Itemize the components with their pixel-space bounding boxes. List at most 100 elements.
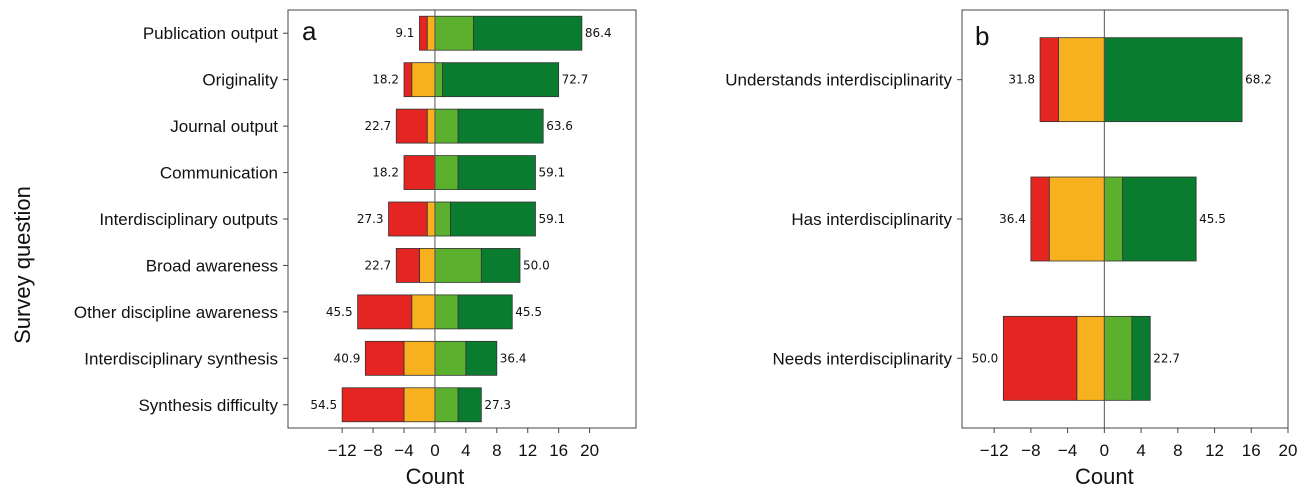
data-label-left: 22.7	[365, 119, 392, 133]
data-label-right: 50.0	[523, 258, 550, 272]
x-tick-label: 8	[492, 441, 501, 460]
category-label: Needs interdisciplinarity	[772, 349, 952, 368]
panel-b: b 31.8 68.2 Understands interdisciplinarity…	[725, 9, 1298, 488]
bar-segment-positive	[434, 248, 482, 283]
bar-segment-positive	[1103, 176, 1124, 262]
bar-segment-strongly-negative	[1030, 176, 1050, 262]
bar-segment-strongly-positive	[457, 155, 536, 190]
bar-segment-strongly-negative	[419, 15, 428, 51]
category-label: Interdisciplinary synthesis	[84, 349, 278, 368]
data-label-left: 54.5	[310, 398, 337, 412]
bar-segment-negative	[426, 108, 436, 144]
data-label-left: 40.9	[334, 351, 361, 365]
category-label: Originality	[202, 71, 278, 90]
x-tick-label: −4	[394, 441, 413, 460]
category-label: Understands interdisciplinarity	[725, 71, 952, 90]
shared-ylabel: Survey question	[10, 186, 35, 344]
bar-segment-negative	[403, 387, 436, 423]
bar-segment-negative	[426, 201, 436, 237]
bar-segment-strongly-negative	[403, 62, 413, 98]
x-tick-label: 4	[1136, 441, 1145, 460]
bar-segment-positive	[434, 155, 459, 190]
x-tick-label: 4	[461, 441, 470, 460]
bar-segment-negative	[1048, 176, 1105, 262]
bar-segment-strongly-negative	[1039, 37, 1059, 123]
bar-segment-negative	[403, 340, 436, 376]
bar-segment-strongly-negative	[395, 108, 428, 144]
category-label: Broad awareness	[146, 256, 278, 275]
bar-segment-strongly-positive	[1103, 37, 1243, 123]
panel-letter: a	[302, 16, 317, 46]
bar-segment-strongly-negative	[357, 294, 413, 330]
bar-segment-negative	[426, 15, 436, 51]
data-label-right: 22.7	[1153, 351, 1180, 365]
data-label-right: 68.2	[1245, 73, 1272, 87]
data-label-right: 59.1	[538, 212, 565, 226]
x-tick-label: 16	[549, 441, 568, 460]
bar-segment-positive	[434, 62, 444, 98]
data-label-left: 22.7	[365, 258, 392, 272]
bar-segment-negative	[1058, 37, 1105, 123]
bar-segment-strongly-positive	[1122, 176, 1197, 262]
category-label: Other discipline awareness	[74, 303, 278, 322]
bar-segment-strongly-positive	[457, 387, 482, 423]
data-label-right: 59.1	[538, 166, 565, 180]
bar-segment-strongly-negative	[403, 155, 436, 190]
bar-segment-strongly-positive	[465, 340, 498, 376]
data-label-left: 9.1	[395, 26, 414, 40]
data-label-left: 45.5	[326, 305, 353, 319]
bar-segment-strongly-negative	[364, 340, 405, 376]
x-tick-label: −8	[363, 441, 382, 460]
category-label: Interdisciplinary outputs	[99, 210, 278, 229]
data-label-left: 27.3	[357, 212, 384, 226]
bar-segment-positive	[434, 201, 451, 237]
data-label-left: 50.0	[972, 351, 999, 365]
bar-segment-strongly-positive	[449, 201, 536, 237]
bar-segment-strongly-negative	[1002, 315, 1078, 401]
data-label-left: 18.2	[372, 166, 399, 180]
panel-letter: b	[975, 21, 989, 51]
x-tick-label: −12	[328, 441, 357, 460]
bar-segment-strongly-negative	[341, 387, 405, 423]
bar-segment-strongly-positive	[457, 108, 544, 144]
bar-segment-positive	[434, 15, 474, 51]
x-tick-label: 12	[518, 441, 537, 460]
data-label-right: 45.5	[1199, 212, 1226, 226]
category-label: Synthesis difficulty	[138, 396, 278, 415]
category-label: Publication output	[143, 24, 278, 43]
x-tick-label: −12	[980, 441, 1009, 460]
data-label-left: 31.8	[1008, 73, 1035, 87]
bar-segment-strongly-positive	[457, 294, 513, 330]
x-tick-label: 20	[1279, 441, 1298, 460]
category-label: Has interdisciplinarity	[791, 210, 952, 229]
bar-segment-positive	[434, 108, 459, 144]
bar-segment-strongly-positive	[442, 62, 560, 98]
category-label: Journal output	[170, 117, 278, 136]
bar-segment-strongly-negative	[388, 201, 428, 237]
bar-segment-strongly-negative	[395, 248, 420, 283]
data-label-right: 86.4	[585, 26, 612, 40]
x-tick-label: 12	[1205, 441, 1224, 460]
data-label-left: 18.2	[372, 73, 399, 87]
x-tick-label: −4	[1058, 441, 1077, 460]
x-axis-label: Count	[1075, 464, 1134, 488]
bar-segment-negative	[411, 294, 436, 330]
bar-segment-negative	[1076, 315, 1105, 401]
data-label-right: 27.3	[484, 398, 511, 412]
bar-segment-strongly-positive	[1131, 315, 1151, 401]
bar-segment-positive	[434, 294, 459, 330]
x-axis-label: Count	[406, 464, 465, 488]
bar-segment-positive	[434, 387, 459, 423]
data-label-right: 63.6	[546, 119, 573, 133]
data-label-right: 72.7	[562, 73, 589, 87]
x-tick-label: 20	[580, 441, 599, 460]
panel-a: a 9.1 86.4 Publication output 18.2 72.7 Origin…	[74, 9, 637, 488]
bar-segment-negative	[419, 248, 436, 283]
category-label: Communication	[160, 164, 278, 183]
bar-segment-positive	[1103, 315, 1133, 401]
x-tick-label: 8	[1173, 441, 1182, 460]
x-tick-label: 0	[430, 441, 439, 460]
x-tick-label: −8	[1021, 441, 1040, 460]
bar-segment-negative	[411, 62, 436, 98]
